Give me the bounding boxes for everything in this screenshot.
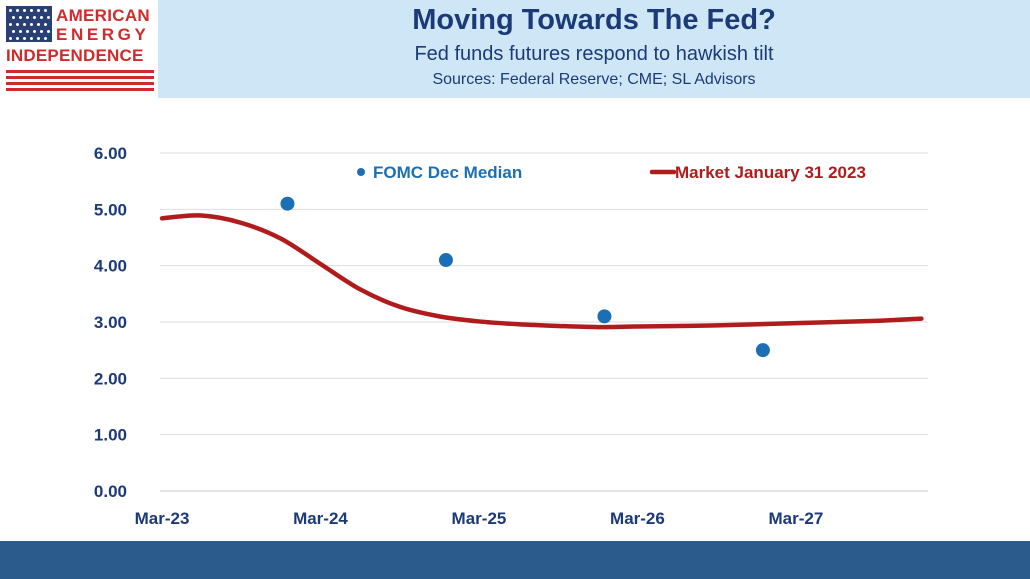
logo-stripes (6, 70, 154, 92)
y-tick-label: 4.00 (94, 257, 127, 276)
fomc-dot (597, 309, 612, 324)
y-tick-label: 6.00 (94, 144, 127, 163)
y-tick-label: 5.00 (94, 200, 127, 219)
y-tick-label: 3.00 (94, 313, 127, 332)
fomc-dot (280, 196, 295, 211)
brand-word-1: AMERICAN (56, 6, 151, 25)
fomc-dot (755, 343, 770, 358)
x-tick-label: Mar-24 (293, 509, 348, 528)
market-line (159, 213, 924, 330)
x-tick-label: Mar-27 (769, 509, 824, 528)
fomc-dot (438, 253, 453, 268)
legend-fomc-label: FOMC Dec Median (373, 163, 522, 182)
x-tick-label: Mar-25 (452, 509, 507, 528)
y-tick-label: 0.00 (94, 482, 127, 501)
y-tick-label: 2.00 (94, 369, 127, 388)
page-title: Moving Towards The Fed? (412, 4, 776, 36)
header-band (158, 0, 1030, 98)
x-tick-label: Mar-26 (610, 509, 665, 528)
footer-bar (0, 541, 1030, 579)
brand-word-3: INDEPENDENCE (6, 46, 144, 65)
fed-funds-chart: 0.00 1.00 2.00 3.00 4.00 5.00 6.00 Mar-23 Mar-2… (94, 144, 928, 528)
y-tick-label: 1.00 (94, 426, 127, 445)
x-tick-label: Mar-23 (135, 509, 190, 528)
brand-logo: AMERICAN ENERGY INDEPENDENCE (6, 6, 154, 94)
brand-word-2: ENERGY (56, 25, 150, 44)
sources-note: Sources: Federal Reserve; CME; SL Adviso… (432, 71, 756, 88)
us-flag-icon (6, 6, 52, 42)
legend-fomc-marker (357, 168, 365, 176)
page-subtitle: Fed funds futures respond to hawkish til… (414, 43, 774, 65)
legend-market-label: Market January 31 2023 (675, 163, 866, 182)
